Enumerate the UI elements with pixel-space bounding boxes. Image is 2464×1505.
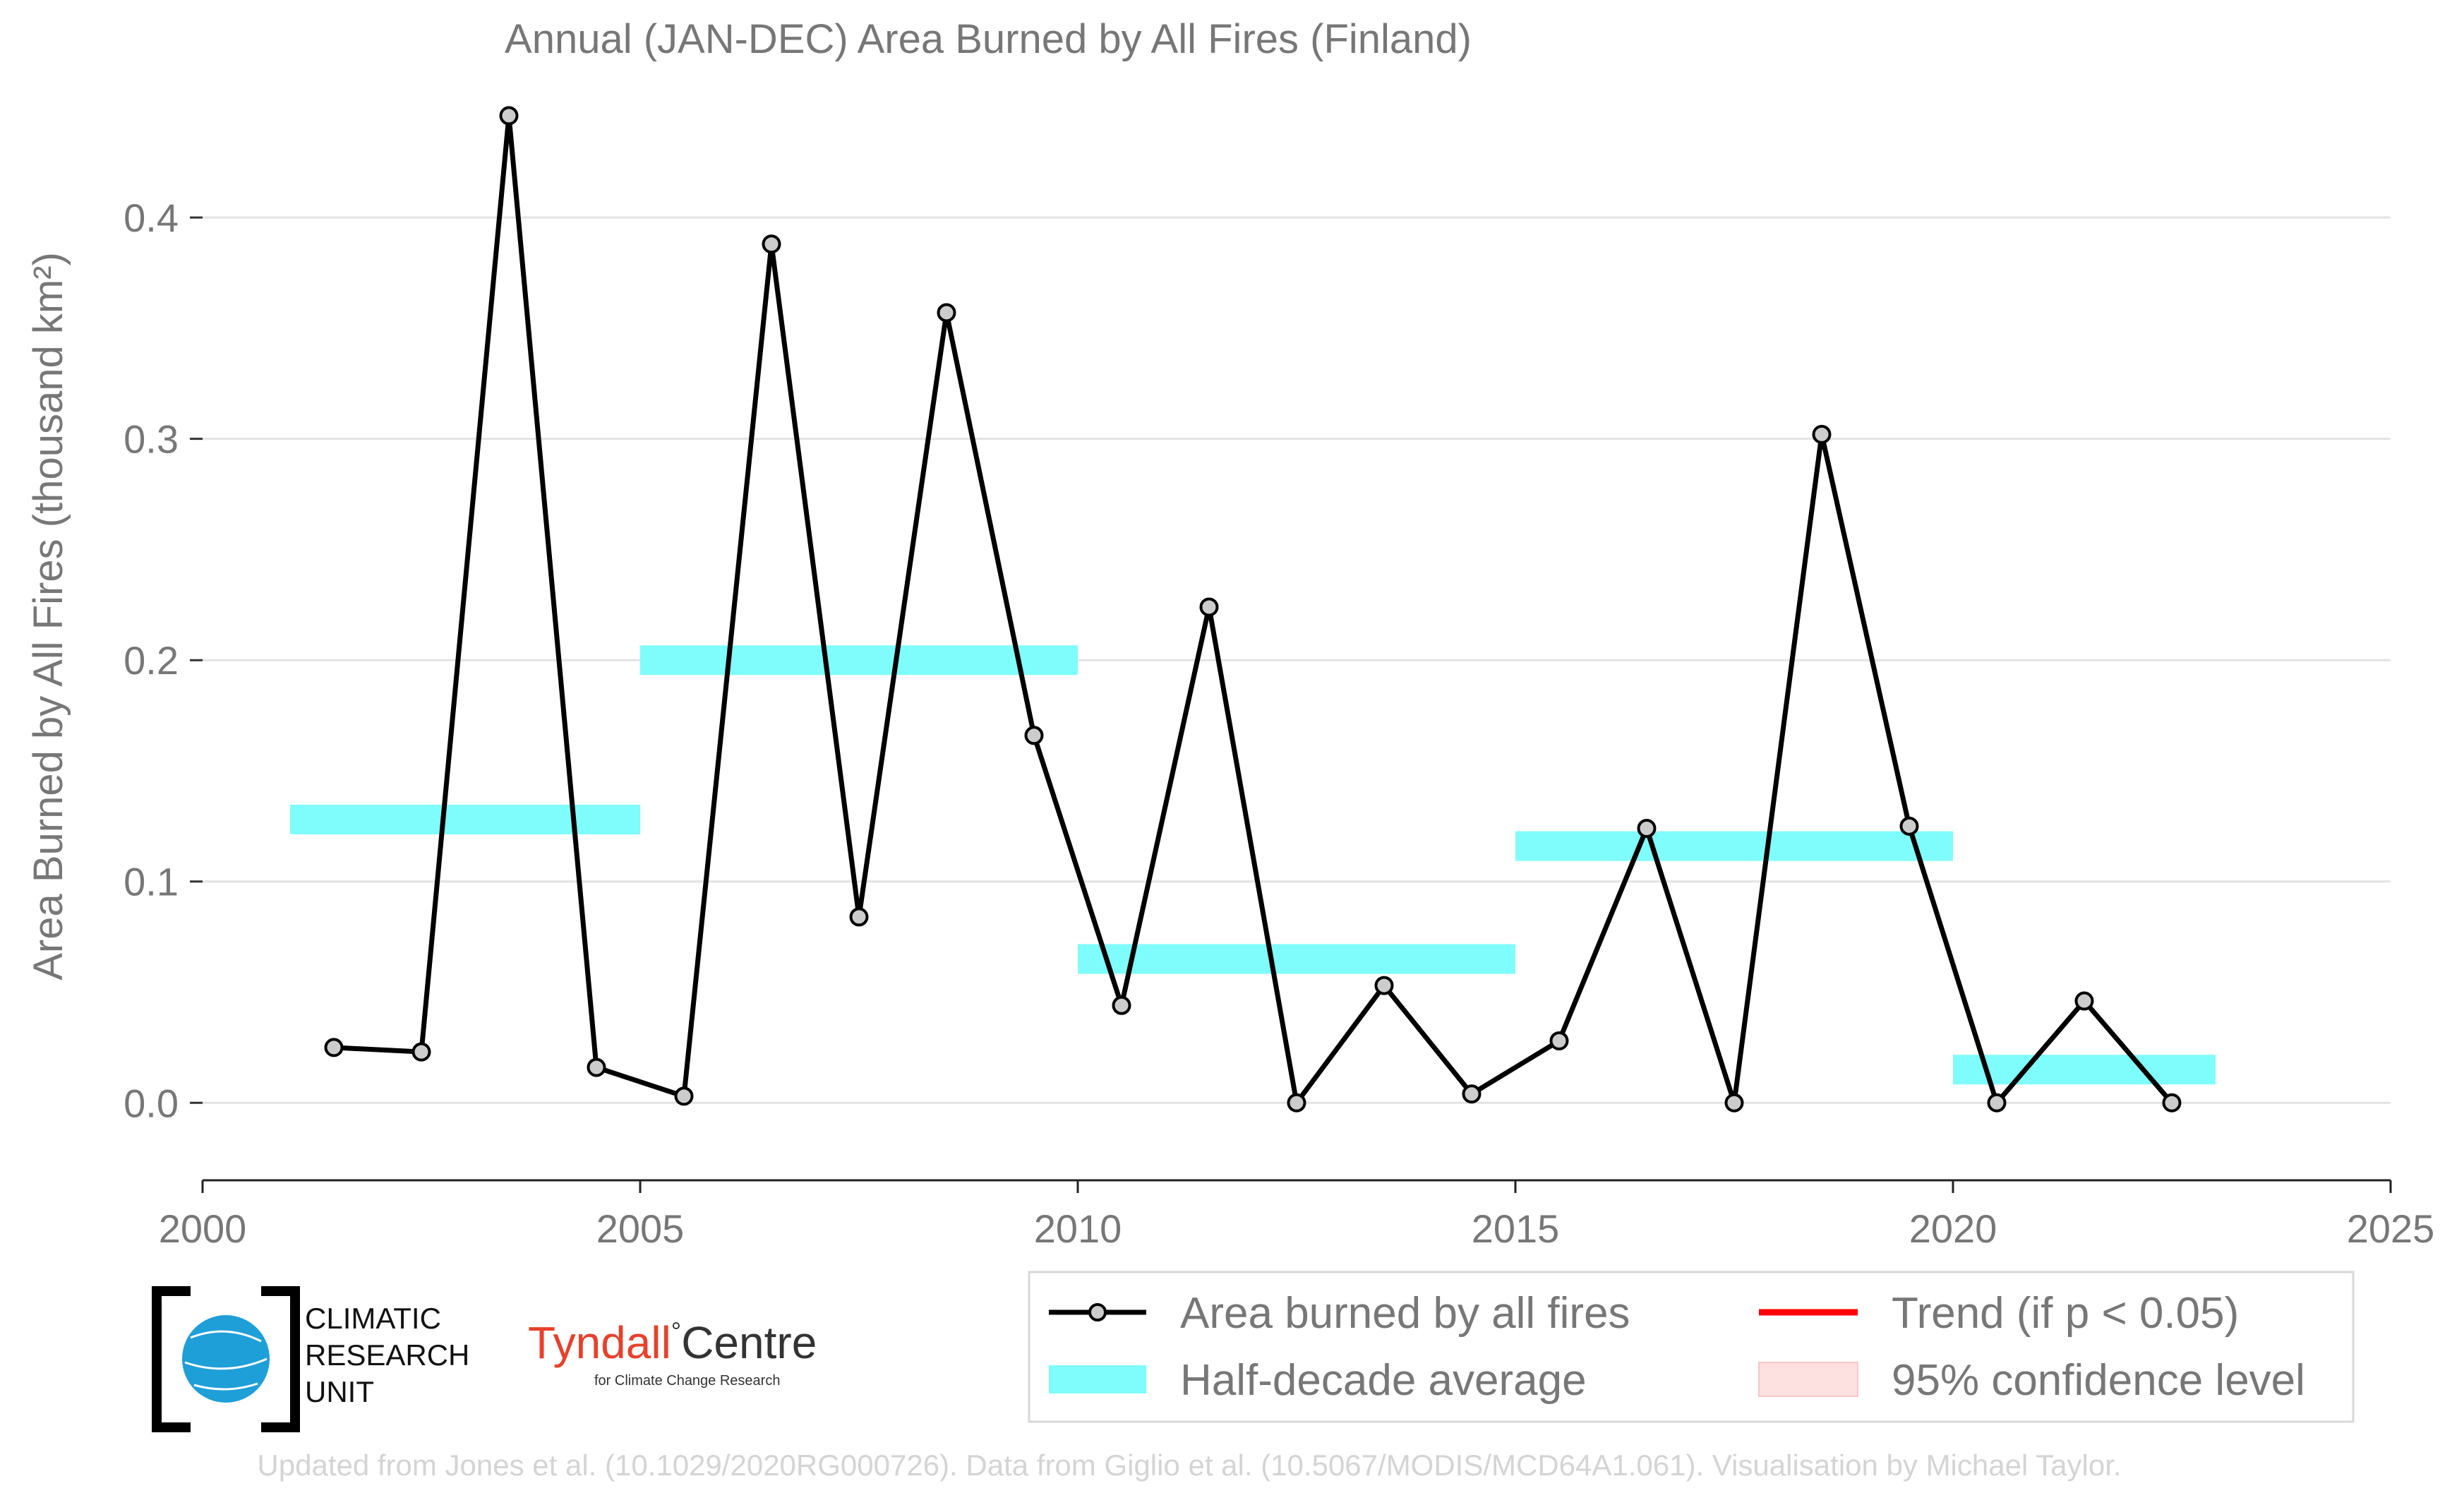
cru-line-1: CLIMATIC xyxy=(305,1302,441,1335)
footer-credit: Updated from Jones et al. (10.1029/2020R… xyxy=(257,1449,2121,1482)
legend-label-trend: Trend (if p < 0.05) xyxy=(1892,1289,2239,1338)
x-tick-label: 2010 xyxy=(1034,1206,1122,1251)
tyndall-subtitle: for Climate Change Research xyxy=(594,1373,780,1389)
data-point xyxy=(937,303,956,323)
chart-title: Annual (JAN-DEC) Area Burned by All Fire… xyxy=(505,16,1472,62)
y-tick-label: 0.3 xyxy=(124,417,179,462)
half-decade-average-bar xyxy=(1515,831,1953,861)
data-point xyxy=(1812,424,1832,444)
data-point xyxy=(499,106,519,126)
half-decade-average-bar xyxy=(1078,944,1515,974)
legend-point-swatch xyxy=(1088,1303,1107,1321)
half-decade-average-bar xyxy=(290,804,640,834)
legend-label-average: Half-decade average xyxy=(1180,1356,1587,1405)
data-point xyxy=(411,1042,431,1062)
legend-confidence-swatch xyxy=(1758,1362,1858,1397)
half-decade-average-bar xyxy=(1953,1055,2216,1085)
data-point xyxy=(1287,1093,1306,1113)
data-point xyxy=(1637,818,1657,838)
globe-contour-1 xyxy=(190,1330,262,1343)
x-tick-label: 2020 xyxy=(1909,1206,1997,1251)
y-tick-label: 0.2 xyxy=(124,638,179,683)
axes xyxy=(190,216,2392,1193)
data-point xyxy=(1112,995,1131,1015)
globe-contour-2 xyxy=(184,1357,268,1370)
data-point xyxy=(1462,1084,1482,1104)
y-tick-label: 0.0 xyxy=(124,1081,179,1125)
globe-contour-3 xyxy=(193,1382,258,1391)
data-point xyxy=(1724,1093,1744,1113)
x-tick-label: 2025 xyxy=(2347,1206,2435,1251)
data-point xyxy=(1199,597,1219,617)
grid-lines xyxy=(203,216,2391,1104)
area-burned-series xyxy=(333,115,2174,1109)
area-burned-points xyxy=(324,106,2182,1113)
cru-logo: CLIMATIC RESEARCH UNIT xyxy=(152,1286,469,1432)
x-tick-labels: 2000 2005 2010 2015 2020 2025 xyxy=(159,1206,2435,1251)
y-tick-label: 0.1 xyxy=(124,860,179,904)
cru-bracket-left xyxy=(152,1286,191,1432)
x-tick-label: 2015 xyxy=(1472,1206,1560,1251)
x-tick-label: 2005 xyxy=(596,1206,685,1251)
tyndall-wordmark: Tyndall°Centre xyxy=(528,1317,817,1368)
legend-average-swatch xyxy=(1049,1365,1146,1393)
legend-box xyxy=(1028,1271,2355,1423)
globe-icon xyxy=(182,1315,270,1403)
data-point xyxy=(1024,726,1044,745)
data-point xyxy=(1549,1031,1569,1050)
legend-label-area: Area burned by all fires xyxy=(1180,1289,1630,1338)
half-decade-average-bars xyxy=(290,645,2216,1085)
data-point xyxy=(1987,1093,2007,1113)
cru-line-3: UNIT xyxy=(305,1375,374,1408)
data-point xyxy=(587,1057,606,1077)
x-tick-label: 2000 xyxy=(159,1206,247,1251)
data-point xyxy=(674,1086,694,1106)
y-tick-labels: 0.0 0.1 0.2 0.3 0.4 xyxy=(124,196,179,1125)
half-decade-average-bar xyxy=(640,645,1078,676)
cru-line-2: RESEARCH xyxy=(305,1338,469,1372)
data-point xyxy=(1374,976,1394,995)
data-point xyxy=(324,1038,344,1057)
y-axis-label: Area Burned by All Fires (thousand km²) xyxy=(25,252,71,981)
y-tick-label: 0.4 xyxy=(124,196,179,240)
data-point xyxy=(849,907,869,927)
data-point xyxy=(1899,816,1919,836)
legend: Area burned by all fires Half-decade ave… xyxy=(1028,1271,2355,1423)
data-point xyxy=(2074,991,2094,1011)
cru-bracket-right xyxy=(261,1286,300,1432)
data-point xyxy=(762,234,781,254)
legend-label-confidence: 95% confidence level xyxy=(1892,1356,2305,1405)
data-point xyxy=(2162,1093,2182,1113)
series-line-path xyxy=(333,115,2174,1109)
tyndall-logo: Tyndall°Centre for Climate Change Resear… xyxy=(528,1317,817,1389)
